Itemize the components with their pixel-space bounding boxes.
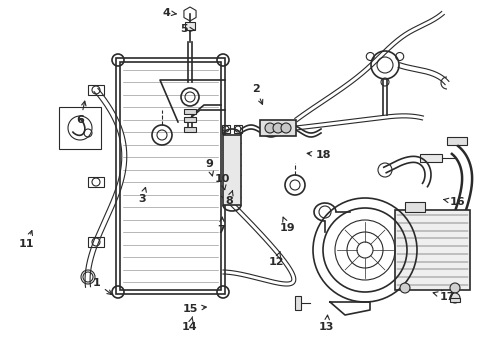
Bar (419, 154, 441, 162)
Circle shape (449, 283, 459, 293)
Bar (88, 177, 104, 187)
Circle shape (281, 123, 290, 133)
Text: 17: 17 (432, 292, 455, 302)
Text: 16: 16 (443, 197, 465, 207)
Text: 3: 3 (138, 188, 146, 204)
Text: 18: 18 (306, 150, 330, 160)
Text: 15: 15 (183, 303, 206, 314)
Bar (88, 85, 104, 95)
Bar (234, 125, 242, 133)
Bar (446, 137, 466, 145)
Bar (116, 58, 224, 294)
Bar (88, 237, 104, 247)
Bar (294, 296, 301, 310)
Text: 7: 7 (217, 217, 225, 235)
Bar (183, 127, 196, 132)
Bar (394, 210, 469, 290)
Text: 13: 13 (318, 315, 334, 332)
Text: 6: 6 (77, 101, 86, 125)
Circle shape (264, 123, 274, 133)
Bar (184, 22, 195, 30)
Bar (260, 120, 295, 136)
Text: 5: 5 (180, 24, 194, 34)
Text: 1: 1 (92, 278, 112, 294)
Circle shape (449, 293, 459, 303)
Text: 19: 19 (279, 217, 295, 233)
Bar (59, 107, 101, 149)
Text: 8: 8 (224, 190, 233, 206)
Text: 12: 12 (268, 252, 284, 267)
Bar (120, 62, 221, 290)
Text: 9: 9 (205, 159, 213, 176)
Bar (183, 117, 196, 122)
Circle shape (399, 283, 409, 293)
Bar (446, 234, 464, 242)
Circle shape (272, 123, 283, 133)
Bar (404, 202, 424, 212)
Bar (183, 109, 196, 114)
Text: 4: 4 (162, 8, 176, 18)
Text: 14: 14 (182, 317, 197, 332)
Text: 10: 10 (214, 174, 230, 190)
Text: 11: 11 (19, 231, 35, 249)
Bar (222, 125, 229, 133)
Bar (449, 298, 459, 302)
Bar (223, 135, 241, 205)
Text: 2: 2 (251, 84, 262, 104)
Bar (444, 234, 466, 242)
